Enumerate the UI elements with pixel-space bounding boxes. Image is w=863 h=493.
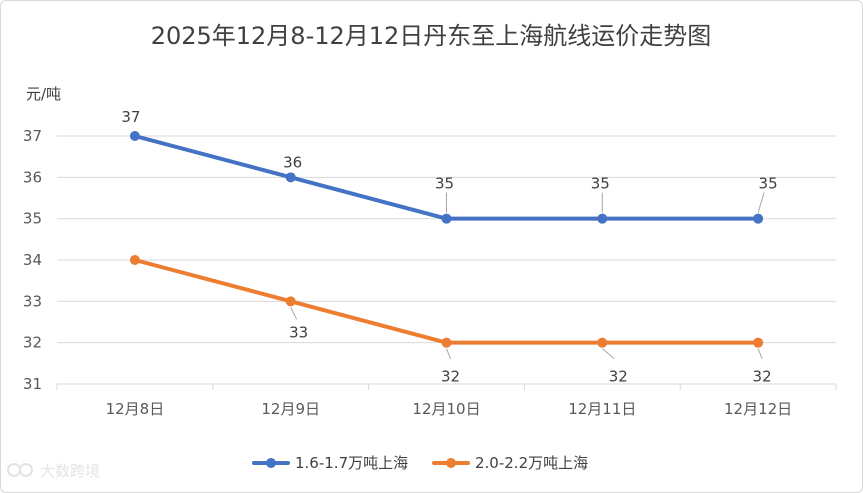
legend-dot-marker [446,458,456,468]
y-tick-label: 32 [23,334,42,352]
y-tick-label: 31 [23,375,42,393]
chart-title: 2025年12月8-12月12日丹东至上海航线运价走势图 [151,22,712,50]
series-layer: 37 36 35 35 35 33 32 32 32 [121,108,777,386]
legend-label: 2.0-2.2万吨上海 [475,454,588,472]
legend-item-2[interactable]: 2.0-2.2万吨上海 [432,454,588,472]
y-tick-label: 36 [23,168,42,186]
series-1-point[interactable] [441,213,452,224]
series-1-point[interactable] [129,131,140,141]
y-tick-label: 35 [23,210,42,228]
legend[interactable]: 1.6-1.7万吨上海 2.0-2.2万吨上海 [252,454,588,472]
data-label: 33 [289,323,308,341]
data-label: 35 [759,175,778,193]
series-1-point[interactable] [285,172,296,183]
legend-label: 1.6-1.7万吨上海 [295,454,408,472]
data-label: 32 [609,368,628,386]
x-tick-label: 12月9日 [261,400,320,418]
y-axis-ticks: 31 32 33 34 35 36 37 [23,127,42,393]
y-tick-label: 34 [23,251,42,269]
watermark-logo-icon [7,463,21,477]
series-1-point[interactable] [753,213,764,224]
data-label: 37 [121,108,140,126]
data-label: 32 [441,368,460,386]
legend-dot-marker [266,458,276,468]
series-1-point[interactable] [597,213,608,224]
data-label: 35 [435,175,454,193]
data-label-leader [757,192,765,213]
series-2-point[interactable] [129,255,140,265]
series-2: 33 32 32 32 [129,255,772,386]
x-tick-label: 12月11日 [568,400,636,418]
series-2-point[interactable] [285,296,296,307]
data-label-leader [601,348,615,360]
data-label-leader [446,348,451,359]
data-label: 35 [591,175,610,193]
series-2-point[interactable] [441,337,452,348]
series-2-point[interactable] [597,337,608,348]
x-tick-label: 12月12日 [724,400,792,418]
data-label: 32 [753,368,772,386]
data-label-leader [757,348,763,359]
y-tick-label: 37 [23,127,42,145]
y-tick-label: 33 [23,292,42,310]
series-1: 37 36 35 35 35 [121,108,778,224]
watermark: 大数跨境 [7,462,100,480]
data-label-leader [290,307,298,320]
y-axis-unit-label: 元/吨 [26,85,61,103]
watermark-logo-icon-2 [19,463,33,477]
x-tick-label: 12月10日 [412,400,480,418]
watermark-text: 大数跨境 [40,462,100,480]
series-2-point[interactable] [753,337,764,348]
data-label: 36 [283,153,302,171]
x-tick-label: 12月8日 [106,400,165,418]
legend-item-1[interactable]: 1.6-1.7万吨上海 [252,454,408,472]
x-axis: 12月8日 12月9日 12月10日 12月11日 12月12日 [56,384,837,418]
